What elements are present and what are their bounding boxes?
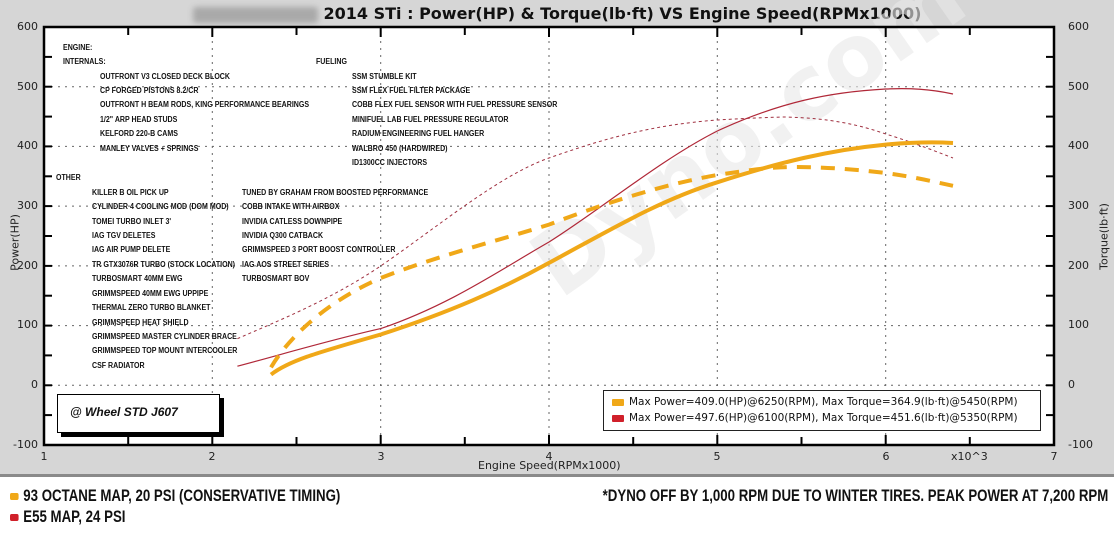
blurred-owner-name (192, 6, 318, 23)
footer-series-93: 93 OCTANE MAP, 20 PSI (CONSERVATIVE TIMI… (10, 485, 340, 506)
y-tick-right-0: 0 (1068, 378, 1075, 391)
plot-area: Dyno.com (42, 0, 1056, 447)
legend-text: Max Power=409.0(HP)@6250(RPM), Max Torqu… (629, 396, 1018, 408)
correction-standard-box: @ Wheel STD J607 (57, 394, 220, 433)
chart-panel: 2014 STi : Power(HP) & Torque(lb·ft) VS … (0, 0, 1114, 477)
footer-series-label: E55 MAP, 24 PSI (23, 507, 126, 526)
mods-fueling-item: COBB FLEX FUEL SENSOR WITH FUEL PRESSURE… (352, 99, 558, 109)
mods-internal-item: MANLEY VALVES + SPRINGS (100, 143, 199, 153)
footer-swatch-red (10, 514, 19, 522)
mods-fueling-item: SSM STUMBLE KIT (352, 71, 417, 81)
y-axis-title-right: Torque(lb·ft) (1097, 203, 1111, 270)
x-axis-title: Engine Speed(RPMx1000) (478, 459, 621, 472)
x-tick-3: 3 (377, 450, 385, 463)
y-tick-left-0: 0 (31, 378, 38, 391)
x-tick-2: 2 (208, 450, 216, 463)
y-tick-right-400: 400 (1068, 139, 1089, 152)
mods-other-item: IAG TGV DELETES (92, 230, 156, 240)
mods-internal-item: CP FORGED PISTONS 8.2/CR (100, 85, 199, 95)
chart-title: 2014 STi : Power(HP) & Torque(lb·ft) VS … (0, 4, 1114, 23)
y-tick-left-200: 200 (17, 259, 38, 272)
mods-other-item: GRIMMSPEED MASTER CYLINDER BRACE (92, 331, 237, 341)
y-axis-title-left: Power(HP) (8, 214, 22, 271)
legend-item-e55: Max Power=497.6(HP)@6100(RPM), Max Torqu… (612, 412, 1018, 424)
y-tick-right-200: 200 (1068, 259, 1089, 272)
chart-legend: Max Power=409.0(HP)@6250(RPM), Max Torqu… (603, 390, 1041, 431)
mods-tune-item: GRIMMSPEED 3 PORT BOOST CONTROLLER (242, 244, 396, 254)
mods-fueling-header: FUELING (316, 56, 347, 66)
mods-other-item: GRIMMSPEED 40MM EWG UPPIPE (92, 288, 209, 298)
mods-tune-item: COBB INTAKE WITH AIRBOX (242, 201, 340, 211)
mods-fueling-item: ID1300CC INJECTORS (352, 157, 428, 167)
mods-internals-header: INTERNALS: (63, 56, 106, 66)
mods-tune-item: IAG AOS STREET SERIES (242, 259, 330, 269)
legend-item-93-octane: Max Power=409.0(HP)@6250(RPM), Max Torqu… (612, 396, 1018, 408)
footer-series-e55: E55 MAP, 24 PSI (10, 506, 340, 527)
mods-other-item: THERMAL ZERO TURBO BLANKET (92, 302, 211, 312)
y-tick-right-100: 100 (1068, 318, 1089, 331)
x-tick-5: 5 (713, 450, 721, 463)
mods-other-item: IAG AIR PUMP DELETE (92, 244, 171, 254)
x-tick-7: 7 (1050, 450, 1058, 463)
mods-tune-item: TUNED BY GRAHAM FROM BOOSTED PERFORMANCE (242, 187, 429, 197)
mods-internal-item: OUTFRONT H BEAM RODS, KING PERFORMANCE B… (100, 99, 310, 109)
y-tick-right-neg100: -100 (1068, 438, 1093, 451)
mods-internal-item: OUTFRONT V3 CLOSED DECK BLOCK (100, 71, 230, 81)
y-tick-right-300: 300 (1068, 199, 1089, 212)
mods-engine-header: ENGINE: (63, 42, 93, 52)
mods-other-item: CYLINDER 4 COOLING MOD (DOM MOD) (92, 201, 229, 211)
mods-other-header: OTHER (56, 172, 81, 182)
mods-internal-item: 1/2" ARP HEAD STUDS (100, 114, 178, 124)
footer-series-key: 93 OCTANE MAP, 20 PSI (CONSERVATIVE TIMI… (10, 485, 434, 527)
mods-other-item: GRIMMSPEED HEAT SHIELD (92, 317, 189, 327)
x-tick-1: 1 (40, 450, 48, 463)
correction-standard-label: @ Wheel STD J607 (70, 405, 178, 419)
footer-series-label: 93 OCTANE MAP, 20 PSI (CONSERVATIVE TIMI… (23, 486, 341, 505)
mods-other-item: TOMEI TURBO INLET 3' (92, 216, 172, 226)
y-tick-left-100: 100 (17, 318, 38, 331)
chart-title-text: 2014 STi : Power(HP) & Torque(lb·ft) VS … (323, 4, 922, 23)
legend-swatch-red (612, 414, 624, 422)
mods-other-item: KILLER B OIL PICK UP (92, 187, 169, 197)
mods-other-item: GRIMMSPEED TOP MOUNT INTERCOOLER (92, 345, 238, 355)
mods-fueling-item: MINIFUEL LAB FUEL PRESSURE REGULATOR (352, 114, 509, 124)
y-tick-left-500: 500 (17, 80, 38, 93)
y-tick-left-neg100: -100 (13, 438, 38, 451)
mods-tune-item: INVIDIA Q300 CATBACK (242, 230, 324, 240)
footer-swatch-orange (10, 493, 19, 501)
mods-other-item: TURBOSMART 40MM EWG (92, 273, 183, 283)
x-multiplier: x10^3 (951, 450, 988, 463)
x-tick-4: 4 (545, 450, 553, 463)
mods-tune-item: TURBOSMART BOV (242, 273, 310, 283)
mods-fueling-item: RADIUM ENGINEERING FUEL HANGER (352, 128, 485, 138)
y-tick-right-600: 600 (1068, 20, 1089, 33)
x-tick-6: 6 (882, 450, 890, 463)
legend-swatch-orange (612, 398, 624, 406)
y-tick-left-400: 400 (17, 139, 38, 152)
y-tick-left-300: 300 (17, 199, 38, 212)
y-tick-left-600: 600 (17, 20, 38, 33)
mods-fueling-item: WALBRO 450 (HARDWIRED) (352, 143, 448, 153)
mods-other-item: TR GTX3076R TURBO (STOCK LOCATION) (92, 259, 236, 269)
mods-internal-item: KELFORD 220-B CAMS (100, 128, 178, 138)
mods-other-item: CSF RADIATOR (92, 360, 145, 370)
legend-text: Max Power=497.6(HP)@6100(RPM), Max Torqu… (629, 412, 1018, 424)
footer-note: *DYNO OFF BY 1,000 RPM DUE TO WINTER TIR… (602, 486, 1108, 505)
mods-tune-item: INVIDIA CATLESS DOWNPIPE (242, 216, 343, 226)
y-tick-right-500: 500 (1068, 80, 1089, 93)
mods-fueling-item: SSM FLEX FUEL FILTER PACKAGE (352, 85, 471, 95)
